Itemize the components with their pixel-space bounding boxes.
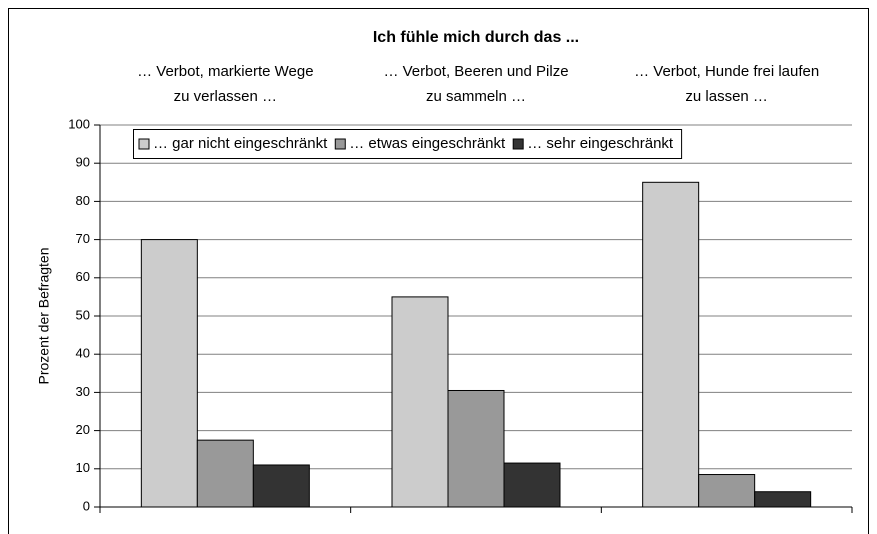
category-label: zu verlassen … bbox=[174, 88, 277, 105]
bar bbox=[391, 296, 449, 508]
legend-label: … etwas eingeschränkt bbox=[349, 135, 506, 152]
y-tick-label: 100 bbox=[68, 116, 90, 131]
chart-title: Ich fühle mich durch das ... bbox=[373, 29, 579, 46]
bar bbox=[196, 439, 254, 508]
y-tick-label: 40 bbox=[76, 346, 90, 361]
y-tick-label: 70 bbox=[76, 231, 90, 246]
legend-label: … gar nicht eingeschränkt bbox=[153, 135, 328, 152]
legend-label: … sehr eingeschränkt bbox=[527, 135, 674, 152]
category-label: … Verbot, markierte Wege bbox=[137, 63, 313, 80]
bar bbox=[754, 491, 812, 508]
legend-swatch bbox=[512, 138, 524, 150]
bar bbox=[698, 474, 756, 508]
legend-swatch bbox=[138, 138, 150, 150]
y-tick-label: 20 bbox=[76, 422, 90, 437]
y-tick-label: 90 bbox=[76, 155, 90, 170]
bar bbox=[252, 464, 310, 508]
bar bbox=[642, 181, 700, 508]
y-tick-label: 30 bbox=[76, 384, 90, 399]
y-tick-label: 80 bbox=[76, 193, 90, 208]
bar bbox=[140, 239, 198, 508]
bar bbox=[503, 462, 561, 508]
category-label: … Verbot, Hunde frei laufen bbox=[634, 63, 819, 80]
legend bbox=[133, 129, 683, 159]
category-label: zu sammeln … bbox=[426, 88, 526, 105]
category-label: … Verbot, Beeren und Pilze bbox=[383, 63, 568, 80]
y-axis-label: Prozent der Befragten bbox=[36, 248, 52, 385]
y-tick-label: 60 bbox=[76, 269, 90, 284]
y-tick-label: 50 bbox=[76, 307, 90, 322]
category-label: zu lassen … bbox=[685, 88, 768, 105]
y-tick-label: 10 bbox=[76, 460, 90, 475]
legend-swatch bbox=[334, 138, 346, 150]
bar bbox=[447, 389, 505, 508]
y-tick-label: 0 bbox=[83, 498, 90, 513]
